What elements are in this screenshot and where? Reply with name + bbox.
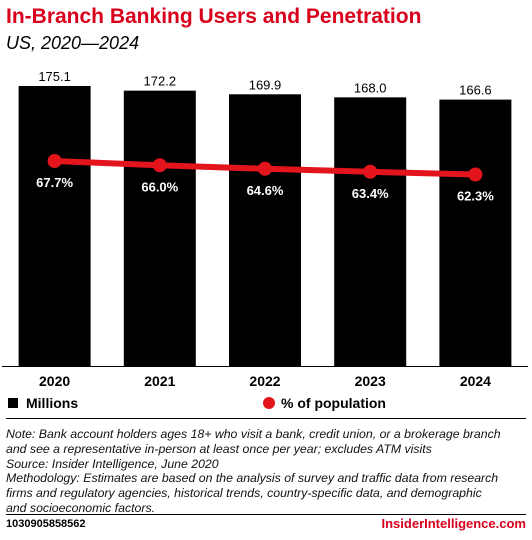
x-tick-label-2020: 2020	[39, 373, 70, 389]
bar-value-label-2024: 166.6	[459, 83, 492, 98]
legend-dot-swatch	[263, 397, 275, 409]
line-point-2024	[468, 167, 483, 182]
line-point-2021	[152, 158, 167, 173]
note-line: and see a representative in-person at le…	[6, 441, 432, 456]
chart-id: 1030905858562	[6, 518, 86, 530]
note-line: Note: Bank account holders ages 18+ who …	[6, 427, 501, 441]
methodology-line: Methodology: Estimates are based on the …	[6, 471, 499, 486]
line-point-label-2024: 62.3%	[457, 189, 494, 204]
line-point-2023	[363, 164, 378, 179]
chart-subtitle: US, 2020—2024	[6, 33, 140, 53]
bar-2021	[123, 90, 196, 366]
legend-item-millions: Millions	[8, 395, 128, 411]
bar-2022	[229, 94, 301, 366]
line-point-label-2023: 63.4%	[352, 186, 389, 201]
bar-value-label-2023: 168.0	[354, 80, 387, 95]
bar-2024	[439, 99, 512, 367]
bar-2023	[334, 97, 407, 366]
line-point-2020	[47, 154, 62, 168]
line-point-label-2020: 67.7%	[36, 175, 73, 190]
legend-bar-swatch	[8, 398, 18, 408]
line-point-2022	[258, 161, 272, 176]
line-point-label-2021: 66.0%	[141, 179, 178, 194]
legend-item-population: % of population	[263, 395, 423, 411]
bar-value-label-2022: 169.9	[249, 77, 282, 92]
legend-label-millions: Millions	[26, 395, 79, 411]
legend-label-population: % of population	[281, 395, 386, 411]
footer-divider	[6, 514, 526, 515]
chart-title: In-Branch Banking Users and Penetration	[6, 5, 422, 28]
source-line: Source: Insider Intelligence, June 2020	[6, 456, 219, 471]
methodology-line: firms and regulatory agencies, historica…	[6, 486, 482, 501]
x-tick-label-2021: 2021	[144, 373, 175, 389]
notes-block: Note: Bank account holders ages 18+ who …	[6, 427, 528, 516]
bar-value-label-2021: 172.2	[144, 74, 177, 89]
x-tick-label-2023: 2023	[355, 373, 386, 389]
notes-divider-top	[6, 418, 526, 419]
chart-area: 175.1 2020 172.2 2021 169.9 2022 168.0 2023 166.…	[2, 69, 528, 389]
x-tick-label-2022: 2022	[249, 373, 280, 389]
brand-link[interactable]: InsiderIntelligence.com	[381, 516, 527, 531]
x-tick-label-2024: 2024	[460, 373, 491, 389]
bar-value-label-2020: 175.1	[38, 69, 71, 84]
methodology-line: and socioeconomic factors.	[6, 500, 156, 515]
bar-2020	[18, 86, 91, 366]
line-point-label-2022: 64.6%	[247, 183, 284, 198]
